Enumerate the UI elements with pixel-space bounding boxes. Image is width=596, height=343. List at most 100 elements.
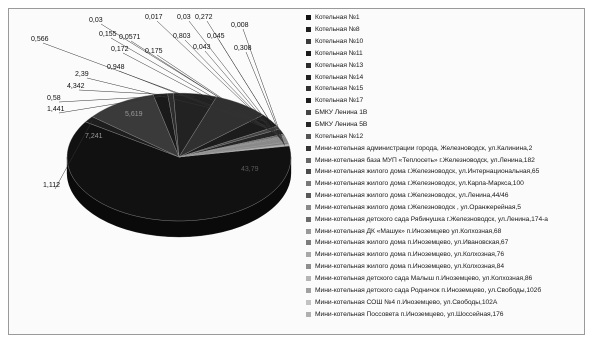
- legend-label: Мини-котельная жилого дома г.Железноводс…: [315, 192, 509, 200]
- pie-top-group: [66, 92, 292, 222]
- legend-item: Котельная №13: [306, 59, 584, 71]
- leader-line: [218, 39, 285, 145]
- legend-item: Мини-котельная жилого дома г.Железноводс…: [306, 202, 584, 214]
- data-label: 43,79: [241, 166, 259, 173]
- data-label: 0,043: [193, 44, 211, 51]
- legend-swatch: [306, 50, 311, 56]
- legend-swatch: [306, 15, 311, 21]
- legend-item: Мини-котельная СОШ №4 п.Иноземцево, ул.С…: [306, 296, 584, 308]
- legend-label: Котельная №10: [315, 38, 364, 46]
- legend-label: Мини-котельная детского сада Рябинушка г…: [315, 215, 548, 223]
- legend-item: Котельная №14: [306, 71, 584, 83]
- data-label: 0,272: [195, 14, 213, 21]
- legend-label: Котельная №11: [315, 49, 363, 57]
- chart-frame: 43,79 1,112 7,241 1,441 0,58 4,342 5,619 2,39 0,…: [8, 8, 585, 335]
- data-label: 0,566: [31, 36, 49, 43]
- legend-label: Мини-котельная детского сада Родничок п.…: [315, 286, 542, 294]
- leader-line: [86, 77, 268, 122]
- data-label-group: 43,79 1,112 7,241 1,441 0,58 4,342 5,619 2,39 0,…: [31, 14, 285, 190]
- leader-line: [78, 89, 195, 97]
- legend-swatch: [306, 98, 311, 104]
- legend-label: Мини-котельная жилого дома г.Железноводс…: [315, 203, 521, 211]
- legend-swatch: [306, 240, 311, 246]
- legend: Котельная №1 Котельная №8 Котельная №10 Кот…: [306, 12, 584, 320]
- legend-swatch: [306, 216, 311, 222]
- data-label: 0,175: [145, 48, 163, 55]
- pie-slice: [66, 121, 292, 222]
- legend-label: Мини-котельная СОШ №4 п.Иноземцево, ул.С…: [315, 298, 498, 306]
- legend-item: Котельная №15: [306, 83, 584, 95]
- leader-line: [58, 96, 162, 114]
- legend-item: Мини-котельная жилого дома п.Иноземцево,…: [306, 249, 584, 261]
- legend-item: Мини-котельная детского сада Рябинушка г…: [306, 213, 584, 225]
- legend-label: Мини-котельная жилого дома п.Иноземцево,…: [315, 239, 509, 247]
- data-label: 0,172: [111, 46, 129, 53]
- legend-swatch: [306, 133, 311, 139]
- legend-label: Мини-котельная жилого дома п.Иноземцево,…: [315, 263, 505, 271]
- data-label: 0,03: [177, 14, 191, 21]
- legend-item: Мини-котельная Поссовета п.Иноземцево, у…: [306, 308, 584, 320]
- legend-swatch: [306, 39, 311, 45]
- pie-chart: 43,79 1,112 7,241 1,441 0,58 4,342 5,619 2,39 0,…: [31, 14, 292, 238]
- legend-item: Мини-котельная жилого дома г.Железноводс…: [306, 178, 584, 190]
- leader-line: [122, 52, 280, 136]
- legend-item: БМКУ Ленина 5В: [306, 119, 584, 131]
- leader-line: [204, 50, 284, 143]
- legend-swatch: [306, 157, 311, 163]
- legend-item: Мини-котельная администрации города, Жел…: [306, 142, 584, 154]
- data-label: 1,441: [47, 106, 65, 113]
- leader-line: [54, 120, 93, 190]
- data-label: 2,39: [75, 71, 89, 78]
- legend-label: БМКУ Ленина 5В: [315, 121, 368, 129]
- legend-swatch: [306, 204, 311, 210]
- legend-swatch: [306, 299, 311, 305]
- pie-slice: [91, 94, 180, 158]
- data-label: 0,017: [145, 14, 163, 21]
- legend-label: Котельная №15: [315, 85, 364, 93]
- legend-item: Котельная №17: [306, 95, 584, 107]
- legend-swatch: [306, 74, 311, 80]
- data-label: 0,308: [234, 45, 252, 52]
- legend-item: Мини-котельная жилого дома г.Железноводс…: [306, 190, 584, 202]
- legend-swatch: [306, 110, 311, 116]
- pie-area: 43,79 1,112 7,241 1,441 0,58 4,342 5,619 2,39 0,…: [9, 9, 309, 336]
- legend-item: Котельная №1: [306, 12, 584, 24]
- leader-line: [188, 20, 284, 143]
- legend-label: Котельная №14: [315, 73, 364, 81]
- leader-line: [156, 54, 282, 138]
- legend-swatch: [306, 275, 311, 281]
- pie-slice: [178, 143, 290, 158]
- legend-label: Котельная №8: [315, 26, 360, 34]
- leader-line: [242, 28, 285, 145]
- leader-line: [110, 37, 281, 137]
- legend-label: Мини-котельная ДК «Машук» п.Иноземцево у…: [315, 227, 502, 235]
- legend-swatch: [306, 252, 311, 258]
- legend-swatch: [306, 62, 311, 68]
- legend-item: Мини-котельная ДК «Машук» п.Иноземцево у…: [306, 225, 584, 237]
- data-label: 0,0571: [119, 34, 141, 41]
- legend-swatch: [306, 122, 311, 128]
- legend-swatch: [306, 27, 311, 33]
- legend-swatch: [306, 264, 311, 270]
- data-label: 4,342: [67, 83, 85, 90]
- data-label: 0,03: [89, 17, 103, 24]
- legend-item: БМКУ Ленина 1В: [306, 107, 584, 119]
- legend-item: Мини-котельная жилого дома п.Иноземцево,…: [306, 237, 584, 249]
- legend-label: Мини-котельная жилого дома г.Железноводс…: [315, 180, 524, 188]
- legend-item: Котельная №10: [306, 36, 584, 48]
- data-label: 5,619: [125, 111, 143, 118]
- legend-swatch: [306, 228, 311, 234]
- legend-item: Котельная №11: [306, 48, 584, 60]
- legend-item: Мини-котельная жилого дома п.Иноземцево,…: [306, 261, 584, 273]
- data-label: 0,58: [47, 95, 61, 102]
- data-label: 0,155: [99, 31, 117, 38]
- legend-label: Котельная №1: [315, 14, 360, 22]
- legend-swatch: [306, 287, 311, 293]
- data-label: 7,241: [85, 133, 103, 140]
- leader-line: [156, 20, 282, 139]
- legend-swatch: [306, 181, 311, 187]
- data-label: 0,948: [107, 64, 125, 71]
- legend-label: Мини-котельная жилого дома г.Железноводс…: [315, 168, 540, 176]
- legend-swatch: [306, 169, 311, 175]
- legend-swatch: [306, 145, 311, 151]
